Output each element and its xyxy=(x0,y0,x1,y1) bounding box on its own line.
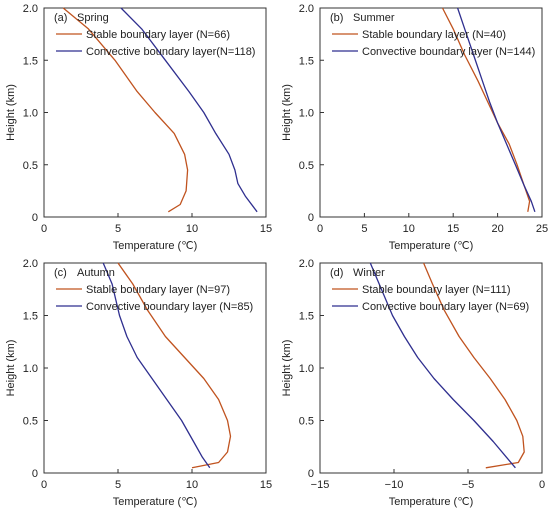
y-tick-label: 0 xyxy=(308,468,314,480)
y-axis-label: Height (km) xyxy=(5,340,17,397)
y-axis-label: Height (km) xyxy=(281,84,293,141)
panel-season: Autumn xyxy=(77,267,115,279)
y-tick-label: 2.0 xyxy=(23,3,38,15)
x-axis-label: Temperature (℃) xyxy=(113,496,198,508)
series-line-stable xyxy=(62,7,189,213)
x-tick-label: 0 xyxy=(539,479,545,491)
y-tick-label: 2.0 xyxy=(299,3,314,15)
series-line-stable xyxy=(423,262,525,469)
panel-label: (b) xyxy=(330,12,343,24)
x-tick-label: −5 xyxy=(462,479,475,491)
x-tick-label: −10 xyxy=(385,479,404,491)
y-axis-label: Height (km) xyxy=(5,84,17,141)
series-line-stable xyxy=(117,262,232,469)
x-tick-label: 25 xyxy=(536,223,548,235)
x-axis-label: Temperature (℃) xyxy=(389,496,474,508)
y-tick-label: 1.0 xyxy=(23,108,38,120)
x-tick-label: 5 xyxy=(115,479,121,491)
y-tick-label: 2.0 xyxy=(23,258,38,270)
y-tick-label: 0.5 xyxy=(23,160,38,172)
y-tick-label: 1.0 xyxy=(299,363,314,375)
legend-entry: Convective boundary layer(N=118) xyxy=(86,46,255,58)
panel-season: Winter xyxy=(353,267,385,279)
x-tick-label: 15 xyxy=(447,223,459,235)
y-tick-label: 1.5 xyxy=(23,55,38,67)
x-tick-label: 5 xyxy=(115,223,121,235)
y-tick-label: 0.5 xyxy=(299,416,314,428)
series-line-convective xyxy=(369,262,516,469)
series-line-convective xyxy=(102,262,211,469)
y-tick-label: 1.0 xyxy=(299,108,314,120)
y-tick-label: 1.5 xyxy=(23,311,38,323)
y-tick-label: 1.5 xyxy=(299,311,314,323)
x-tick-label: 0 xyxy=(317,223,323,235)
panel-label: (c) xyxy=(54,267,67,279)
y-tick-label: 0 xyxy=(308,212,314,224)
x-tick-label: 10 xyxy=(403,223,415,235)
x-axis-label: Temperature (℃) xyxy=(113,240,198,252)
y-axis-label: Height (km) xyxy=(281,340,293,397)
panel-4: −15 −10 −5 0 0 0.5 1.0 1.5 2.0 Temperature (℃) Hei… xyxy=(281,258,545,508)
legend-entry: Stable boundary layer (N=66) xyxy=(86,29,230,41)
legend-entry: Convective boundary layer (N=85) xyxy=(86,301,253,313)
x-tick-label: 20 xyxy=(491,223,503,235)
legend-entry: Stable boundary layer (N=97) xyxy=(86,284,230,296)
panel-label: (a) xyxy=(54,12,67,24)
series-line-convective xyxy=(120,7,258,213)
series-line-convective xyxy=(456,7,536,213)
x-tick-label: 15 xyxy=(260,479,272,491)
panel-2: 0 5 10 15 20 25 0 0.5 1.0 1.5 2.0 Temperature (℃) He… xyxy=(281,3,548,252)
y-tick-label: 0 xyxy=(32,468,38,480)
x-tick-label: −15 xyxy=(311,479,330,491)
panel-season: Spring xyxy=(77,12,109,24)
legend-entry: Stable boundary layer (N=40) xyxy=(362,29,506,41)
x-tick-label: 0 xyxy=(41,479,47,491)
x-tick-label: 15 xyxy=(260,223,272,235)
legend-entry: Stable boundary layer (N=111) xyxy=(362,284,510,296)
y-tick-label: 1.0 xyxy=(23,363,38,375)
y-tick-label: 0.5 xyxy=(23,416,38,428)
y-tick-label: 2.0 xyxy=(299,258,314,270)
y-tick-label: 1.5 xyxy=(299,55,314,67)
legend-entry: Convective boundary layer (N=144) xyxy=(362,46,535,58)
x-tick-label: 10 xyxy=(186,223,198,235)
panel-1: 0 5 10 15 0 0.5 1.0 1.5 2.0 Temperature (℃) Height… xyxy=(5,3,272,252)
x-tick-label: 5 xyxy=(361,223,367,235)
panel-3: 0 5 10 15 0 0.5 1.0 1.5 2.0 Temperature (℃) Height… xyxy=(5,258,272,508)
y-tick-label: 0 xyxy=(32,212,38,224)
y-tick-label: 0.5 xyxy=(299,160,314,172)
panel-label: (d) xyxy=(330,267,343,279)
x-tick-label: 10 xyxy=(186,479,198,491)
legend-entry: Convective boundary layer (N=69) xyxy=(362,301,529,313)
x-axis-label: Temperature (℃) xyxy=(389,240,474,252)
x-tick-label: 0 xyxy=(41,223,47,235)
panel-season: Summer xyxy=(353,12,395,24)
